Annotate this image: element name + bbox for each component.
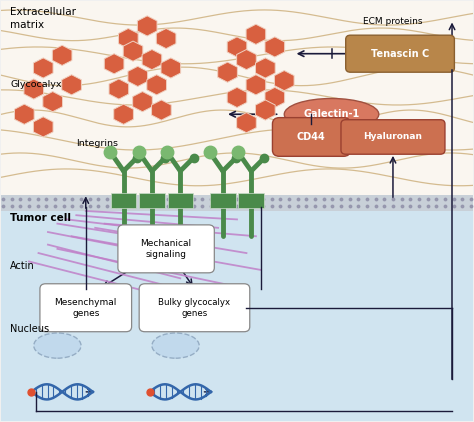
Polygon shape [227, 87, 247, 108]
FancyBboxPatch shape [139, 193, 164, 208]
FancyBboxPatch shape [341, 120, 445, 154]
Polygon shape [227, 37, 247, 57]
Polygon shape [265, 87, 284, 108]
Text: Galectin-1: Galectin-1 [303, 109, 360, 119]
Polygon shape [114, 104, 133, 124]
Polygon shape [24, 79, 44, 99]
Polygon shape [33, 117, 53, 137]
Text: Glycocalyx: Glycocalyx [10, 80, 62, 89]
FancyBboxPatch shape [139, 284, 250, 332]
Polygon shape [142, 49, 162, 70]
Text: Tumor cell: Tumor cell [10, 213, 71, 223]
Polygon shape [147, 75, 166, 95]
Text: Mechanical
signaling: Mechanical signaling [141, 239, 191, 259]
Text: CD44: CD44 [297, 132, 326, 142]
Polygon shape [137, 16, 157, 36]
Ellipse shape [152, 333, 199, 358]
Polygon shape [255, 100, 275, 120]
Polygon shape [128, 66, 147, 87]
Text: Extracellular
matrix: Extracellular matrix [10, 7, 76, 30]
Polygon shape [33, 58, 53, 78]
Bar [0, 203, 474, 421]
FancyBboxPatch shape [238, 193, 264, 208]
Text: Hyaluronan: Hyaluronan [364, 133, 422, 141]
Bar [0, 1, 474, 203]
Text: Actin: Actin [10, 261, 35, 271]
Polygon shape [246, 75, 266, 95]
Text: Tenascin C: Tenascin C [371, 49, 429, 59]
FancyBboxPatch shape [167, 193, 193, 208]
FancyBboxPatch shape [346, 35, 455, 72]
FancyBboxPatch shape [111, 193, 137, 208]
Polygon shape [62, 75, 82, 95]
Polygon shape [52, 45, 72, 65]
Polygon shape [218, 62, 237, 82]
Text: Integrins: Integrins [76, 139, 118, 148]
Polygon shape [104, 54, 124, 74]
FancyBboxPatch shape [40, 284, 132, 332]
FancyBboxPatch shape [273, 118, 350, 156]
Polygon shape [15, 104, 34, 124]
Polygon shape [123, 41, 143, 61]
Polygon shape [274, 70, 294, 91]
Polygon shape [246, 24, 266, 44]
Polygon shape [161, 58, 181, 78]
Polygon shape [109, 79, 128, 99]
Polygon shape [156, 28, 176, 49]
Polygon shape [118, 28, 138, 49]
Polygon shape [237, 49, 256, 70]
Text: Mesenchymal
genes: Mesenchymal genes [55, 298, 117, 318]
Polygon shape [255, 58, 275, 78]
Ellipse shape [34, 333, 81, 358]
Polygon shape [133, 92, 152, 112]
Text: ECM proteins: ECM proteins [363, 17, 423, 26]
Text: Nucleus: Nucleus [10, 324, 49, 334]
Ellipse shape [284, 98, 379, 130]
FancyBboxPatch shape [118, 225, 214, 273]
Polygon shape [43, 92, 63, 112]
Polygon shape [152, 100, 171, 120]
Polygon shape [265, 37, 284, 57]
Text: Bulky glycocalyx
genes: Bulky glycocalyx genes [158, 298, 230, 318]
Polygon shape [237, 113, 256, 133]
FancyBboxPatch shape [210, 193, 236, 208]
Bar [0, 195, 474, 211]
